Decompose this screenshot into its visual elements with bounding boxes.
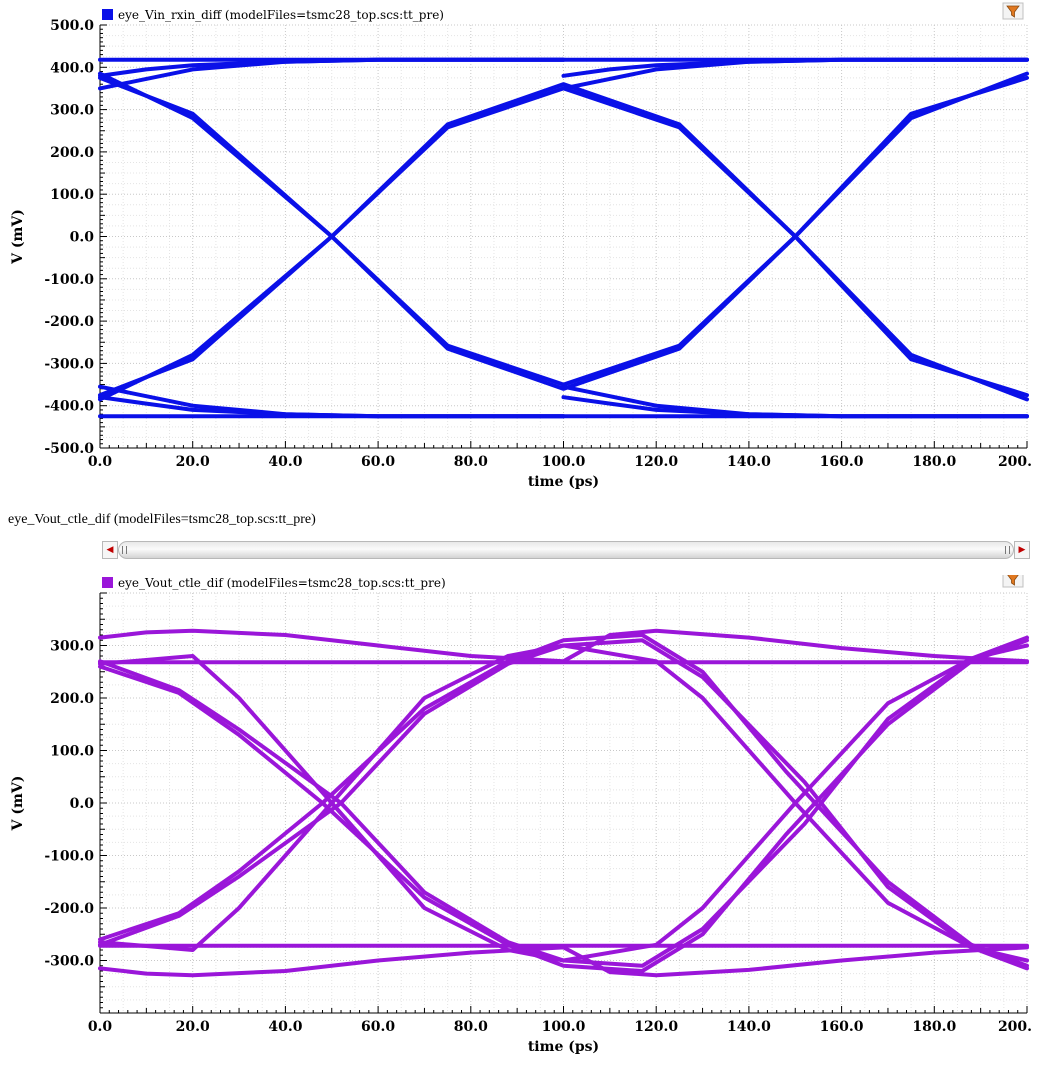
y-tick-label: 200.0 — [50, 145, 94, 161]
x-tick-label: 200. — [998, 1019, 1032, 1035]
eye-chart-vout: 300.0 200.0 100.0 0.0 -100.0 -200.0 -300.0 0.0 2… — [0, 570, 1040, 1066]
eye-chart-vout-svg: 300.0 200.0 100.0 0.0 -100.0 -200.0 -300.0 0.0 2… — [10, 570, 1032, 1055]
series-line-6 — [98, 643, 1029, 963]
x-tick-label: 80.0 — [454, 454, 488, 470]
x-tick-label: 20.0 — [176, 1019, 210, 1035]
x-tick-label: 40.0 — [268, 1019, 302, 1035]
thumb-grip-right[interactable] — [1005, 546, 1010, 554]
x-tick-label: 100.0 — [542, 1019, 586, 1035]
x-tick-label: 180.0 — [912, 454, 956, 470]
plot-area — [100, 25, 1027, 448]
x-tick-label: 100.0 — [542, 454, 586, 470]
series-line-7 — [98, 633, 1029, 968]
series-line-9 — [98, 643, 1029, 963]
y-tick-label: -400.0 — [44, 399, 94, 415]
x-axis-label: time (ps) — [528, 1039, 599, 1055]
funnel-filter-icon[interactable] — [1002, 2, 1024, 20]
x-tick-label: 140.0 — [727, 454, 771, 470]
x-tick-label: 140.0 — [727, 1019, 771, 1035]
series-line-4 — [98, 75, 1029, 387]
series-line-4 — [98, 638, 1029, 973]
series-line-12 — [98, 57, 566, 78]
funnel-shape[interactable] — [1006, 5, 1020, 18]
funnel-filter-icon[interactable] — [1002, 570, 1024, 588]
series-group — [98, 57, 1029, 419]
x-axis-label: time (ps) — [528, 474, 599, 490]
series-line-3 — [98, 945, 1029, 978]
x-tick-label: 80.0 — [454, 1019, 488, 1035]
legend-label: eye_Vin_rxin_diff (modelFiles=tsmc28_top… — [118, 8, 444, 22]
y-tick-label: 500.0 — [50, 18, 94, 34]
x-tick-label: 160.0 — [820, 454, 864, 470]
x-tick-label: 0.0 — [88, 1019, 113, 1035]
x-tick-label: 120.0 — [634, 454, 678, 470]
series-line-10 — [98, 395, 566, 419]
x-tick-label: 160.0 — [820, 1019, 864, 1035]
y-tick-label: 400.0 — [50, 60, 94, 76]
legend-swatch — [102, 577, 113, 588]
y-axis-label: V (mV) — [10, 776, 26, 832]
x-tick-label: 200. — [998, 454, 1032, 470]
grid — [99, 592, 1028, 1014]
x-tick-label: 180.0 — [912, 1019, 956, 1035]
y-axis-label: V (mV) — [10, 209, 26, 265]
series-line-13 — [561, 57, 1029, 78]
y-tick-label: -500.0 — [44, 441, 94, 457]
x-tick-label: 40.0 — [268, 454, 302, 470]
panel2-title: eye_Vout_ctle_dif (modelFiles=tsmc28_top… — [8, 512, 316, 527]
x-tick-label: 20.0 — [176, 454, 210, 470]
scroll-thumb[interactable] — [118, 541, 1014, 559]
series-line-2 — [98, 628, 1029, 664]
y-tick-label: 100.0 — [50, 744, 94, 760]
y-tick-label: 0.0 — [70, 796, 95, 812]
y-tick-label: 300.0 — [50, 639, 94, 655]
time-scrollbar[interactable]: ◀ ▶ — [102, 541, 1030, 559]
series-group — [98, 628, 1029, 978]
legend-label: eye_Vout_ctle_dif (modelFiles=tsmc28_top… — [118, 576, 446, 590]
y-tick-label: -100.0 — [44, 272, 94, 288]
y-tick-label: -200.0 — [44, 901, 94, 917]
series-line-11 — [561, 395, 1029, 419]
y-tick-label: 300.0 — [50, 103, 94, 119]
y-tick-label: -100.0 — [44, 849, 94, 865]
thumb-grip-left[interactable] — [122, 546, 127, 554]
y-tick-label: -200.0 — [44, 314, 94, 330]
eye-chart-vin: 500.0 400.0 300.0 200.0 100.0 0.0 -100.0 -200.0… — [0, 0, 1040, 500]
y-tick-label: 0.0 — [70, 230, 95, 246]
x-tick-label: 60.0 — [361, 1019, 395, 1035]
x-tick-label: 120.0 — [634, 1019, 678, 1035]
y-tick-label: 100.0 — [50, 187, 94, 203]
x-tick-label: 60.0 — [361, 454, 395, 470]
scroll-right-arrow-icon[interactable]: ▶ — [1014, 541, 1030, 559]
y-tick-label: 200.0 — [50, 691, 94, 707]
x-tick-label: 0.0 — [88, 454, 113, 470]
scroll-left-arrow-icon[interactable]: ◀ — [102, 541, 118, 559]
y-tick-label: -300.0 — [44, 356, 94, 372]
eye-chart-vin-svg: 500.0 400.0 300.0 200.0 100.0 0.0 -100.0 -200.0… — [10, 2, 1032, 490]
legend-swatch — [102, 9, 113, 20]
y-tick-label: -300.0 — [44, 954, 94, 970]
